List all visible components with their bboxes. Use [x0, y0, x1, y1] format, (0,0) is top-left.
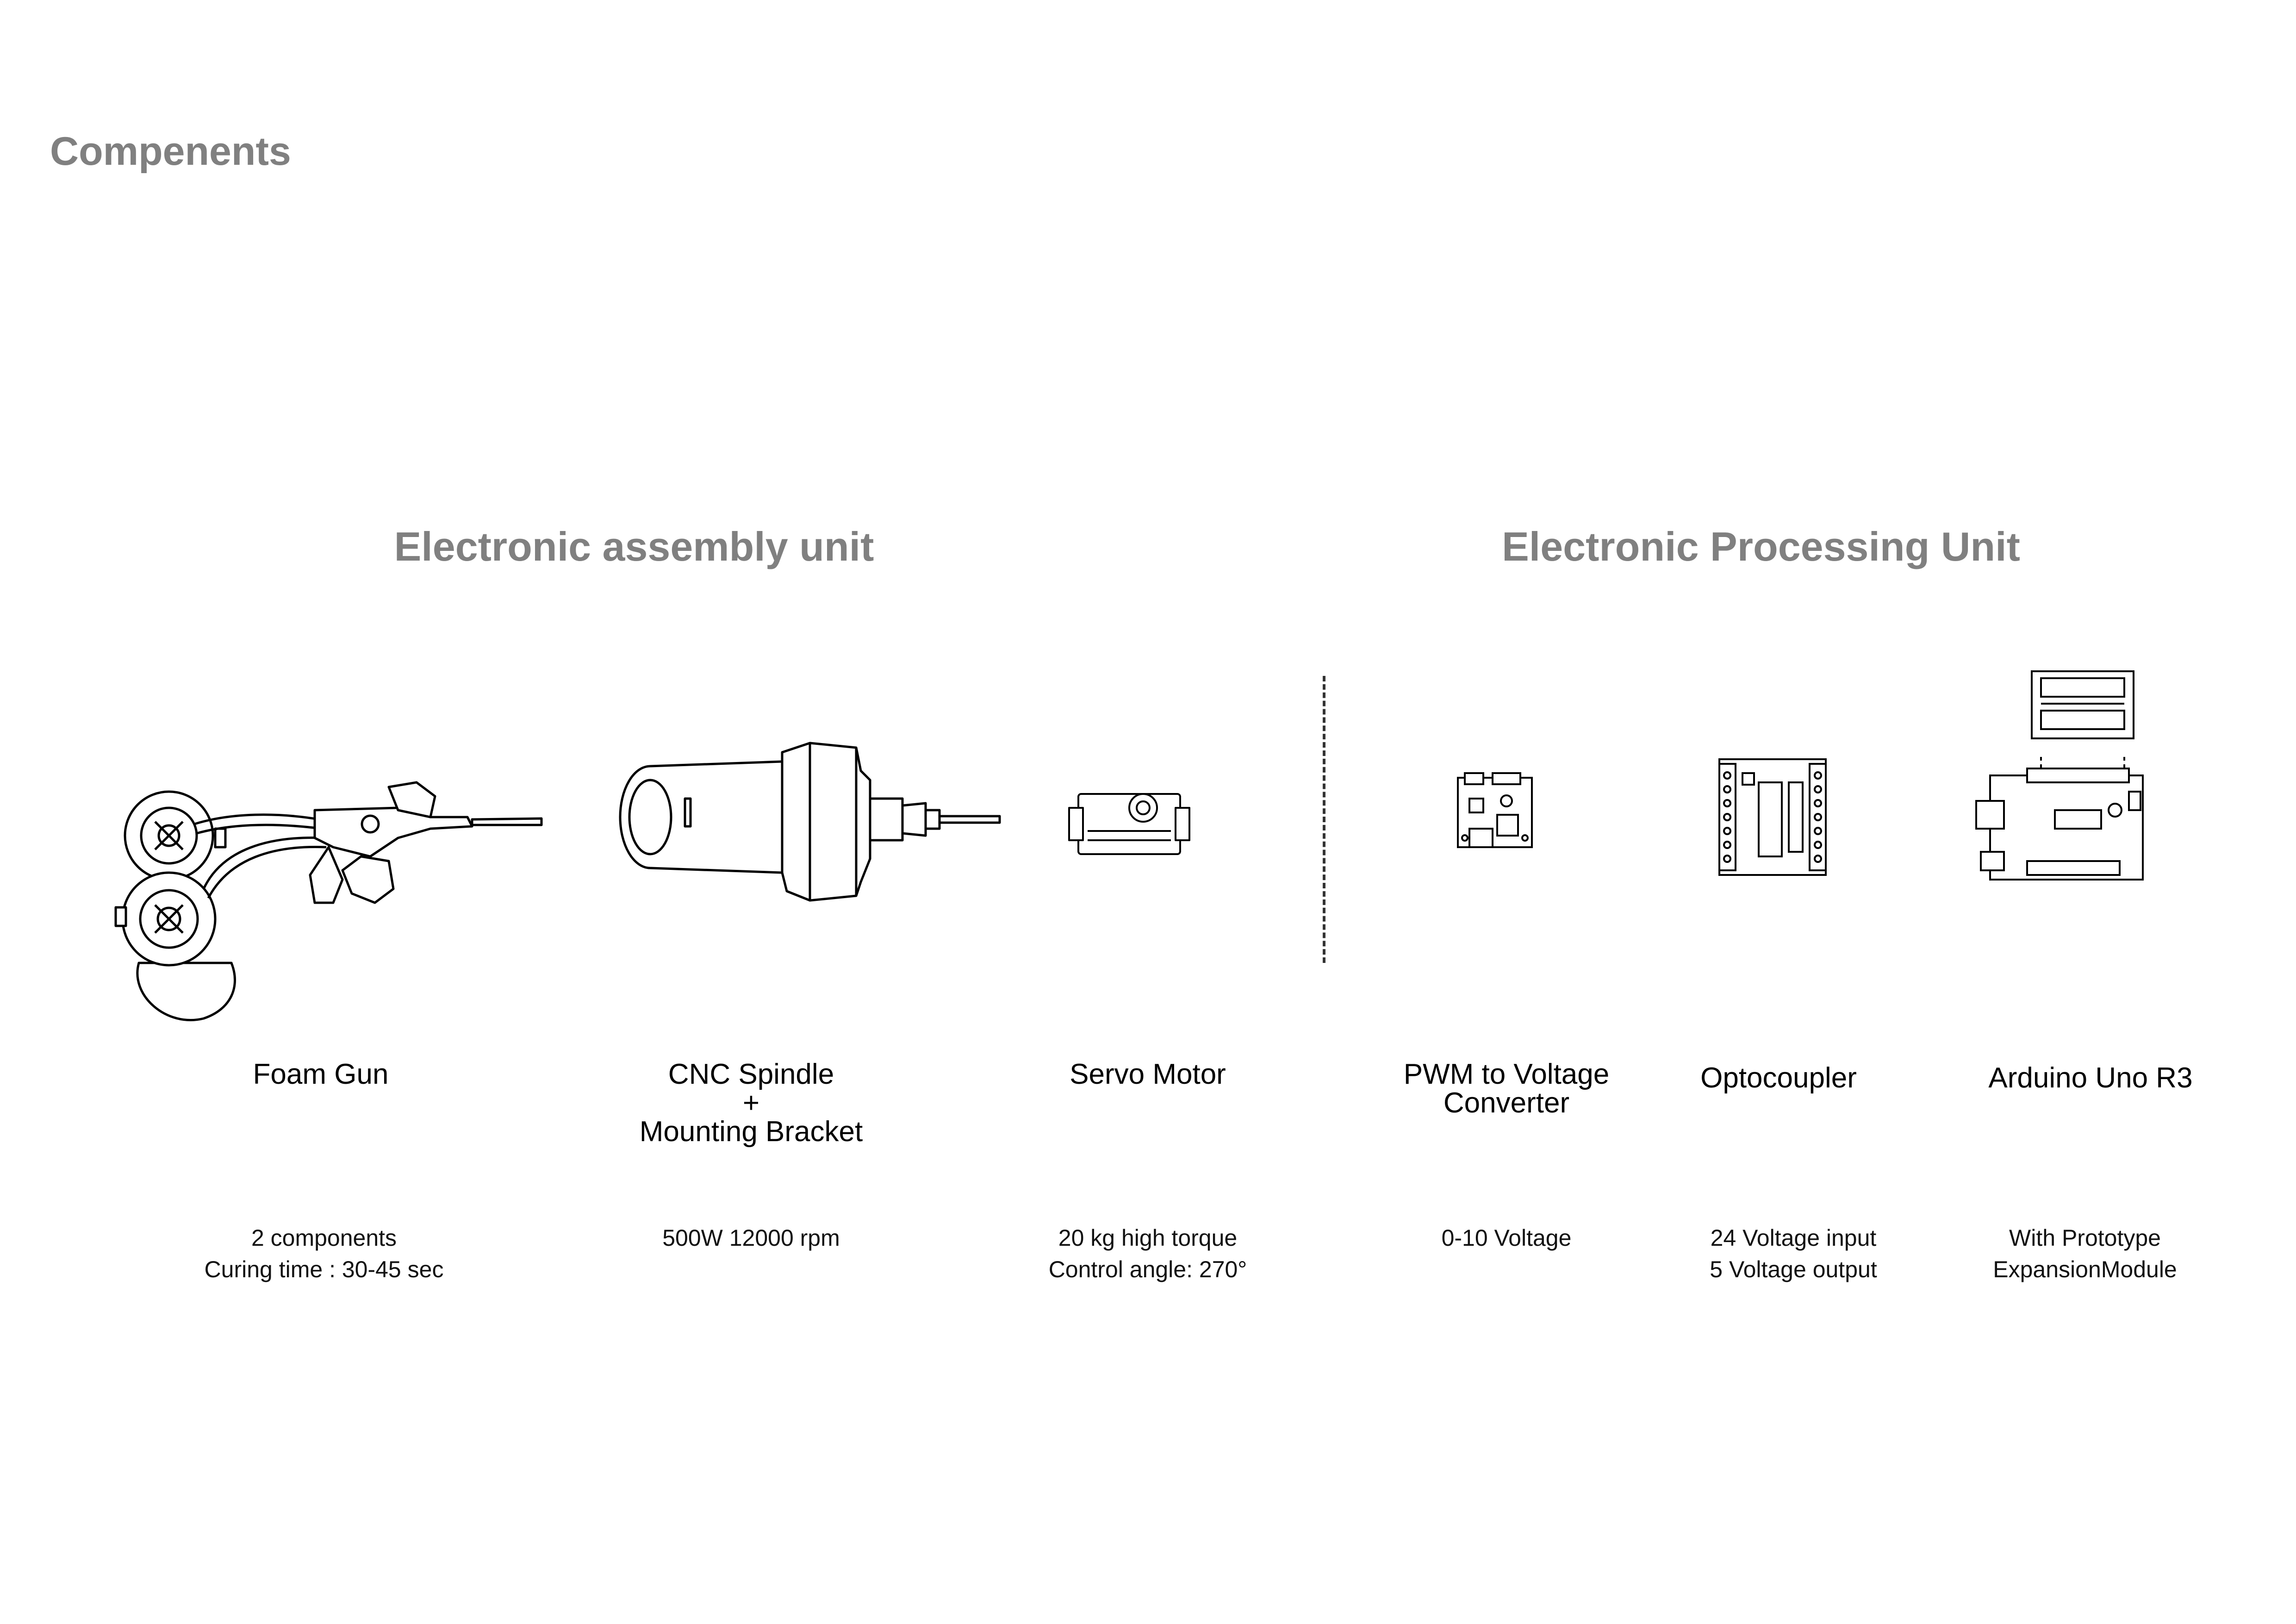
section-divider	[1323, 676, 1325, 963]
servo-motor-icon	[1069, 785, 1189, 863]
component-name-pwm-converter: PWM to Voltage Converter	[1403, 1058, 1610, 1119]
component-name-foam-gun: Foam Gun	[253, 1058, 389, 1090]
arduino-board-icon	[1976, 671, 2152, 884]
component-name-cnc-spindle: CNC Spindle + Mounting Bracket	[639, 1058, 863, 1148]
optocoupler-board-icon	[1715, 755, 1830, 880]
component-spec-arduino: With Prototype ExpansionModule	[1993, 1225, 2177, 1282]
section-title-processing: Electronic Processing Unit	[1502, 524, 2020, 569]
component-spec-pwm-converter: 0-10 Voltage	[1441, 1225, 1572, 1251]
cnc-spindle-icon	[616, 743, 1000, 910]
page-title: Compenents	[50, 129, 291, 174]
component-name-optocoupler: Optocoupler	[1700, 1062, 1857, 1094]
pwm-converter-board-icon	[1456, 773, 1534, 852]
foam-gun-icon	[111, 768, 546, 1028]
component-spec-servo-motor: 20 kg high torque Control angle: 270°	[1048, 1225, 1247, 1282]
component-spec-optocoupler: 24 Voltage input 5 Voltage output	[1710, 1225, 1877, 1282]
component-spec-foam-gun: 2 components Curing time : 30-45 sec	[204, 1225, 444, 1282]
component-spec-cnc-spindle: 500W 12000 rpm	[662, 1225, 840, 1251]
section-title-assembly: Electronic assembly unit	[394, 524, 874, 569]
component-name-arduino: Arduino Uno R3	[1988, 1062, 2193, 1094]
component-name-servo-motor: Servo Motor	[1070, 1058, 1226, 1090]
